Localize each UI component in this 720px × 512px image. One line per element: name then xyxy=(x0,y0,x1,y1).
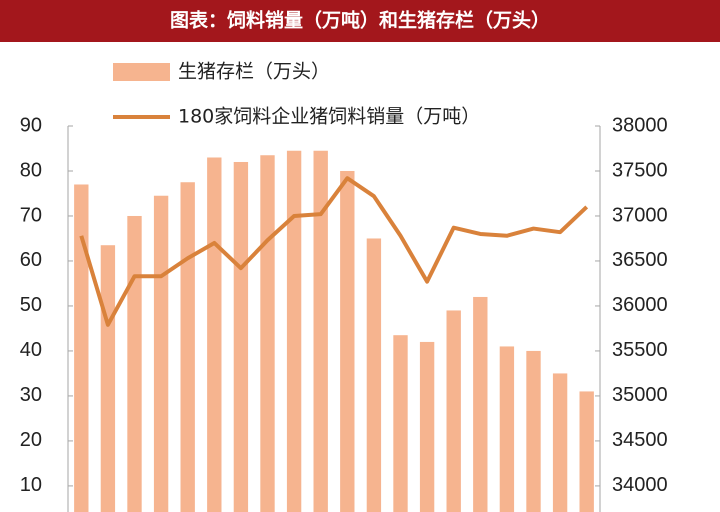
bar xyxy=(127,215,142,512)
y-tick-label: 80 xyxy=(20,159,42,181)
y-tick-label: 20 xyxy=(20,429,42,451)
bar xyxy=(153,195,169,512)
legend-label: 生猪存栏（万头） xyxy=(178,61,330,83)
y-tick-label: 90 xyxy=(20,114,42,136)
bar xyxy=(446,310,461,512)
legend-swatch xyxy=(113,63,170,81)
y-tick-label: 30 xyxy=(20,384,42,406)
bar xyxy=(74,184,89,512)
bar xyxy=(233,161,249,512)
y2-tick-label: 38000 xyxy=(612,114,668,136)
bar xyxy=(552,373,568,512)
bar xyxy=(340,170,355,512)
bar xyxy=(180,182,195,512)
bar xyxy=(100,245,116,512)
bar xyxy=(286,150,302,512)
y2-tick-label: 37500 xyxy=(612,159,668,181)
bar xyxy=(499,346,515,512)
chart-title: 图表：饲料销量（万吨）和生猪存栏（万头） xyxy=(170,9,550,32)
y-tick-label: 50 xyxy=(20,294,42,316)
y2-tick-label: 34000 xyxy=(612,474,668,496)
y-tick-label: 70 xyxy=(20,204,42,226)
bar xyxy=(313,150,328,512)
bar xyxy=(419,341,435,512)
bar xyxy=(260,155,275,512)
bar xyxy=(393,335,408,512)
y2-tick-label: 36500 xyxy=(612,249,668,271)
bar xyxy=(207,157,222,512)
bar xyxy=(579,391,594,512)
y2-tick-label: 37000 xyxy=(612,204,668,226)
line xyxy=(79,176,589,327)
legend-label: 180家饲料企业猪饲料销量（万吨） xyxy=(178,106,480,128)
y-tick-label: 40 xyxy=(20,339,42,361)
y2-tick-label: 35500 xyxy=(612,339,668,361)
y2-tick-label: 36000 xyxy=(612,294,668,316)
y2-tick-label: 35000 xyxy=(612,384,668,406)
bar xyxy=(366,238,382,512)
y-tick-label: 60 xyxy=(20,249,42,271)
title-bar xyxy=(0,0,720,42)
y-tick-label: 10 xyxy=(20,474,42,496)
y2-tick-label: 34500 xyxy=(612,429,668,451)
bar xyxy=(526,350,541,512)
bar xyxy=(473,296,488,512)
